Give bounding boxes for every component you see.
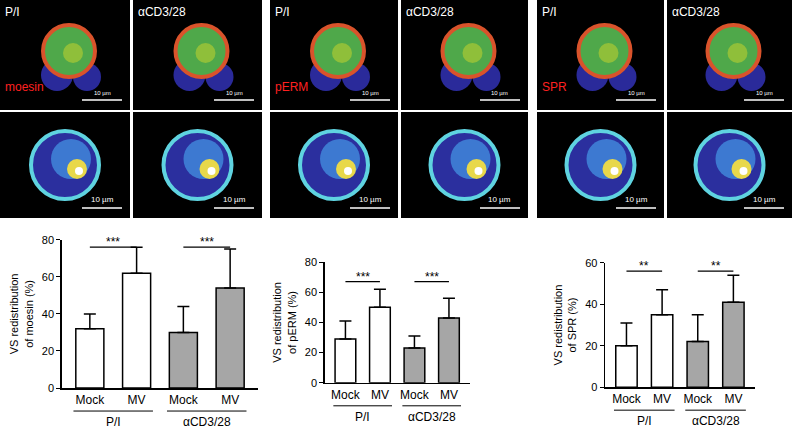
svg-text:Mock: Mock xyxy=(683,392,713,406)
svg-text:60: 60 xyxy=(585,257,597,269)
svg-text:αCD3/28: αCD3/28 xyxy=(138,5,186,19)
svg-text:0: 0 xyxy=(591,381,597,393)
svg-text:MV: MV xyxy=(221,393,239,407)
svg-text:P/I: P/I xyxy=(355,410,370,424)
svg-text:Mock: Mock xyxy=(331,388,361,402)
svg-text:VS redistributionof pERM (%): VS redistributionof pERM (%) xyxy=(271,282,297,363)
svg-text:MV: MV xyxy=(371,388,389,402)
svg-text:αCD3/28: αCD3/28 xyxy=(692,414,740,428)
svg-text:10 µm: 10 µm xyxy=(628,90,645,96)
svg-text:αCD3/28: αCD3/28 xyxy=(672,5,720,19)
svg-text:MV: MV xyxy=(440,388,458,402)
svg-text:**: ** xyxy=(711,259,721,273)
svg-text:αCD3/28: αCD3/28 xyxy=(408,410,456,424)
svg-text:10 µm: 10 µm xyxy=(491,90,508,96)
svg-text:20: 20 xyxy=(305,346,317,358)
svg-text:60: 60 xyxy=(42,271,54,283)
svg-text:10 µm: 10 µm xyxy=(625,195,648,204)
svg-text:P/I: P/I xyxy=(542,5,557,19)
svg-text:***: *** xyxy=(106,235,120,249)
svg-text:P/I: P/I xyxy=(275,5,290,19)
svg-text:10 µm: 10 µm xyxy=(223,195,246,204)
svg-text:Mock: Mock xyxy=(400,388,430,402)
svg-text:αCD3/28: αCD3/28 xyxy=(406,5,454,19)
svg-text:20: 20 xyxy=(42,345,54,357)
svg-text:Mock: Mock xyxy=(169,393,199,407)
svg-text:10 µm: 10 µm xyxy=(488,195,511,204)
svg-text:***: *** xyxy=(200,235,214,249)
svg-text:10 µm: 10 µm xyxy=(91,195,114,204)
svg-text:αCD3/28: αCD3/28 xyxy=(183,415,231,429)
svg-text:**: ** xyxy=(639,259,649,273)
svg-text:***: *** xyxy=(425,270,439,284)
svg-text:10 µm: 10 µm xyxy=(226,90,243,96)
svg-text:20: 20 xyxy=(585,340,597,352)
svg-text:MV: MV xyxy=(724,392,742,406)
svg-text:10 µm: 10 µm xyxy=(94,90,111,96)
svg-text:0: 0 xyxy=(48,382,54,394)
svg-text:Mock: Mock xyxy=(76,393,106,407)
svg-text:pERM: pERM xyxy=(275,80,308,94)
svg-text:0: 0 xyxy=(311,377,317,389)
svg-text:Mock: Mock xyxy=(612,392,642,406)
svg-text:VS redistributionof SPR (%): VS redistributionof SPR (%) xyxy=(552,285,578,366)
svg-text:MV: MV xyxy=(653,392,671,406)
svg-text:moesin: moesin xyxy=(5,80,44,94)
svg-text:MV: MV xyxy=(128,393,146,407)
svg-text:P/I: P/I xyxy=(106,415,121,429)
svg-text:80: 80 xyxy=(305,256,317,268)
svg-text:VS redistributionof moesin (%): VS redistributionof moesin (%) xyxy=(8,274,34,355)
svg-text:***: *** xyxy=(356,270,370,284)
svg-text:SPR: SPR xyxy=(542,80,567,94)
svg-text:80: 80 xyxy=(42,234,54,246)
svg-text:40: 40 xyxy=(42,308,54,320)
svg-text:10 µm: 10 µm xyxy=(362,90,379,96)
svg-text:40: 40 xyxy=(585,298,597,310)
svg-text:10 µm: 10 µm xyxy=(359,195,382,204)
svg-text:40: 40 xyxy=(305,316,317,328)
svg-text:P/I: P/I xyxy=(637,414,652,428)
svg-text:60: 60 xyxy=(305,286,317,298)
svg-text:10 µm: 10 µm xyxy=(753,195,776,204)
svg-text:P/I: P/I xyxy=(5,5,20,19)
svg-text:10 µm: 10 µm xyxy=(756,90,773,96)
